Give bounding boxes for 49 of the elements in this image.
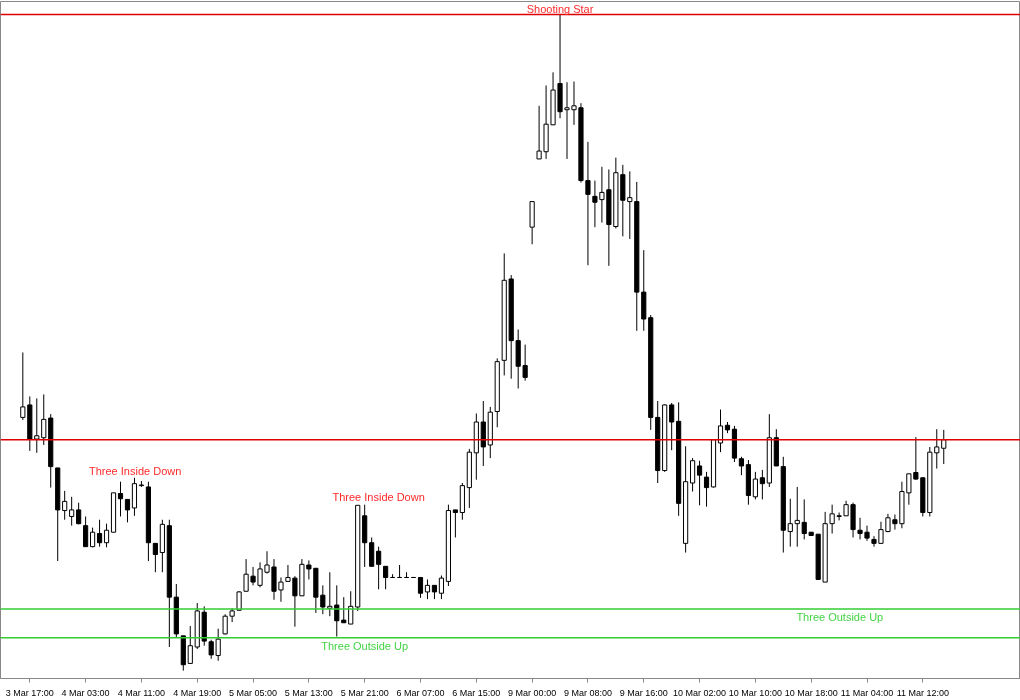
x-tick-label: 11 Mar 04:00 [840, 687, 894, 698]
annotation: Three Inside Down [88, 464, 182, 477]
x-tick-label: 5 Mar 21:00 [340, 687, 389, 698]
candlestick [383, 565, 389, 590]
x-tick-label: 9 Mar 16:00 [619, 687, 668, 698]
candlestick [759, 469, 765, 500]
x-tick-label: 5 Mar 13:00 [284, 687, 333, 698]
candlestick [187, 625, 193, 664]
candlestick [703, 471, 710, 508]
x-tick-label: 4 Mar 03:00 [61, 687, 110, 698]
x-tick-label: 3 Mar 17:00 [5, 687, 54, 698]
candlestick [369, 536, 375, 567]
candlestick [222, 613, 228, 636]
candlestick [62, 490, 68, 521]
candlestick [376, 546, 382, 590]
x-tick-label: 6 Mar 15:00 [452, 687, 501, 698]
candlestick [690, 457, 696, 493]
candlestick [117, 481, 124, 517]
x-tick-label: 10 Mar 10:00 [728, 687, 782, 698]
x-tick-label: 6 Mar 07:00 [396, 687, 445, 698]
candlestick [438, 575, 445, 600]
annotation: Shooting Star [526, 3, 594, 16]
x-tick-label: 4 Mar 19:00 [173, 687, 222, 698]
candlestick [452, 509, 458, 538]
candlestick [152, 542, 158, 573]
candlestick [69, 496, 75, 527]
candlestick [424, 578, 431, 600]
candlestick [417, 576, 424, 599]
candlestick [236, 590, 242, 611]
candlestick [696, 460, 703, 506]
x-tick-label: 10 Mar 18:00 [784, 687, 838, 698]
candlestick [752, 471, 758, 500]
candlestick [96, 519, 103, 548]
candlestick [124, 498, 131, 523]
candlestick [717, 409, 724, 453]
x-tick-label: 9 Mar 08:00 [563, 687, 612, 698]
x-tick-label: 10 Mar 02:00 [673, 687, 727, 698]
candlestick [103, 523, 110, 548]
candlestick [83, 515, 89, 548]
annotation: Three Outside Up [796, 610, 884, 623]
x-tick-label: 9 Mar 00:00 [508, 687, 557, 698]
annotation: Three Outside Up [321, 639, 409, 652]
annotation: Three Inside Down [332, 491, 425, 504]
x-tick-label: 5 Mar 05:00 [229, 687, 278, 698]
candlestick [669, 402, 675, 451]
x-tick-label: 4 Mar 11:00 [117, 687, 166, 698]
x-tick-label: 11 Mar 12:00 [896, 687, 950, 698]
candlestick [787, 498, 793, 548]
candlestick [738, 456, 745, 476]
